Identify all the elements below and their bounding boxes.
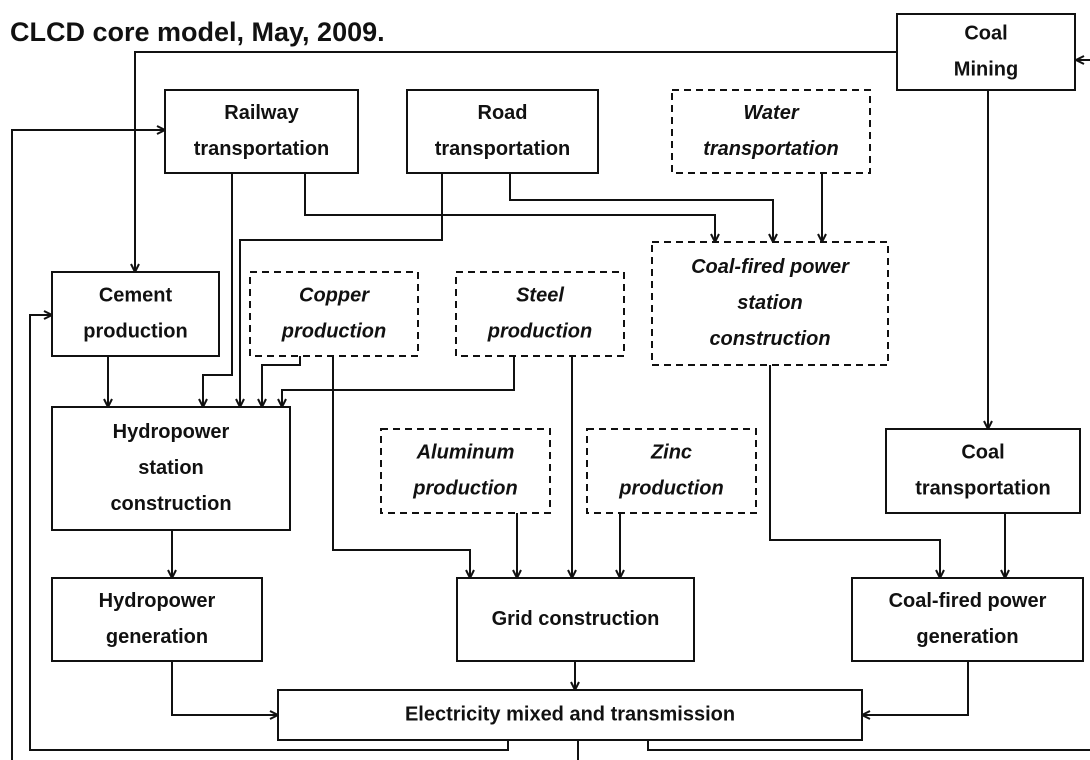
node-label: production bbox=[618, 477, 723, 499]
node-box bbox=[851, 577, 1084, 662]
node-label: Coal-fired power bbox=[691, 256, 850, 278]
nodes: Coal Mining Railway transportation Road trans… bbox=[51, 13, 1084, 741]
node-label: transportation bbox=[194, 138, 330, 160]
node: Water transportation bbox=[671, 89, 871, 174]
node-label: Mining bbox=[954, 58, 1018, 80]
node-box bbox=[164, 89, 359, 174]
node-box bbox=[51, 577, 263, 662]
node-box bbox=[249, 271, 419, 357]
node-label: Steel bbox=[516, 284, 564, 306]
connectors bbox=[11, 51, 1090, 760]
node: Hydropower station construction bbox=[51, 406, 291, 531]
node: Coal Mining bbox=[896, 13, 1076, 91]
node-label: Grid construction bbox=[492, 608, 660, 630]
node-label: Water bbox=[743, 102, 799, 124]
node-label: production bbox=[412, 477, 517, 499]
node: Coal-fired power station construction bbox=[651, 241, 889, 366]
node-label: transportation bbox=[915, 477, 1051, 499]
node-label: generation bbox=[106, 626, 208, 648]
node: Grid construction bbox=[456, 577, 695, 662]
node-box bbox=[896, 13, 1076, 91]
node: Electricity mixed and transmission bbox=[277, 689, 863, 741]
node-label: Coal-fired power bbox=[889, 590, 1047, 612]
node-label: transportation bbox=[703, 138, 839, 160]
node-label: Copper bbox=[299, 284, 370, 306]
node: Road transportation bbox=[406, 89, 599, 174]
node: Steel production bbox=[455, 271, 625, 357]
node-label: Railway bbox=[224, 102, 299, 124]
node-label: production bbox=[83, 320, 187, 342]
node: Coal-fired power generation bbox=[851, 577, 1084, 662]
node-box bbox=[380, 428, 551, 514]
node-label: Road bbox=[478, 102, 528, 124]
node-box bbox=[885, 428, 1081, 514]
node-label: Coal bbox=[961, 441, 1004, 463]
node-box bbox=[51, 406, 291, 531]
node-label: construction bbox=[110, 493, 231, 515]
node-label: Cement bbox=[99, 284, 173, 306]
node-label: production bbox=[281, 320, 386, 342]
title: CLCD core model, May, 2009. bbox=[10, 17, 385, 47]
node: Zinc production bbox=[586, 428, 757, 514]
node-label: Hydropower bbox=[113, 421, 230, 443]
node-label: production bbox=[487, 320, 592, 342]
node-box bbox=[671, 89, 871, 174]
node: Coal transportation bbox=[885, 428, 1081, 514]
node-label: Zinc bbox=[650, 441, 692, 463]
node: Aluminum production bbox=[380, 428, 551, 514]
node-box bbox=[277, 689, 863, 741]
node: Cement production bbox=[51, 271, 220, 357]
node-label: construction bbox=[709, 328, 830, 350]
node-label: generation bbox=[916, 626, 1018, 648]
node-box bbox=[51, 271, 220, 357]
node-label: Hydropower bbox=[99, 590, 216, 612]
node-box bbox=[455, 271, 625, 357]
node-label: transportation bbox=[435, 138, 571, 160]
node: Railway transportation bbox=[164, 89, 359, 174]
node-box bbox=[406, 89, 599, 174]
node-label: Coal bbox=[964, 22, 1007, 44]
node: Copper production bbox=[249, 271, 419, 357]
node-label: Aluminum bbox=[416, 441, 515, 463]
node-label: station bbox=[138, 457, 204, 479]
node: Hydropower generation bbox=[51, 577, 263, 662]
node-label: station bbox=[737, 292, 803, 314]
node-box bbox=[456, 577, 695, 662]
node-label: Electricity mixed and transmission bbox=[405, 703, 735, 725]
node-box bbox=[651, 241, 889, 366]
node-box bbox=[586, 428, 757, 514]
